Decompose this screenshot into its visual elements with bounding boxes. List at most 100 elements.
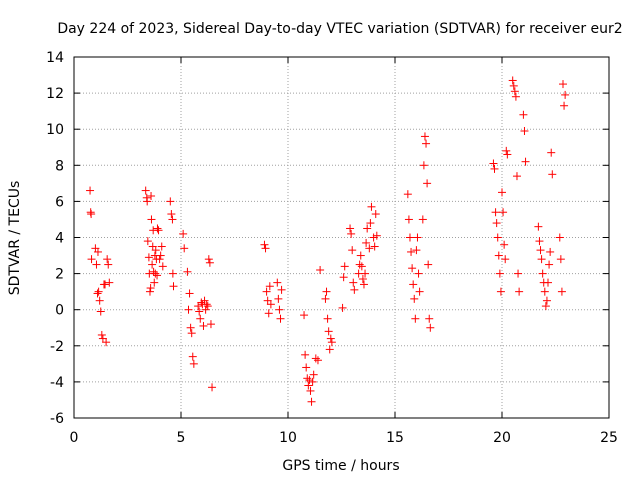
data-point: [305, 376, 314, 385]
data-point: [346, 224, 355, 233]
data-point: [97, 330, 106, 339]
data-point: [547, 148, 556, 157]
data-point: [359, 280, 368, 289]
data-point: [104, 260, 113, 269]
data-point: [424, 260, 433, 269]
data-point: [157, 242, 166, 251]
data-point: [425, 314, 434, 323]
data-point: [510, 87, 519, 96]
data-point: [183, 267, 192, 276]
data-point: [273, 278, 282, 287]
data-point: [503, 150, 512, 159]
data-point: [508, 76, 517, 85]
data-point: [340, 262, 349, 271]
data-point: [277, 285, 286, 294]
data-point: [311, 354, 320, 363]
data-point: [496, 287, 505, 296]
data-point: [184, 305, 193, 314]
data-point: [86, 186, 95, 195]
data-point: [102, 338, 111, 347]
data-point: [426, 323, 435, 332]
data-point: [405, 233, 414, 242]
data-point: [321, 294, 330, 303]
data-point: [95, 296, 104, 305]
data-point: [358, 275, 367, 284]
data-point: [180, 244, 189, 253]
data-point: [560, 101, 569, 110]
data-point: [147, 191, 156, 200]
data-point: [514, 269, 523, 278]
data-point: [347, 229, 356, 238]
data-point: [150, 278, 159, 287]
data-point: [365, 244, 374, 253]
data-point: [93, 247, 102, 256]
data-point: [200, 296, 209, 305]
data-point: [410, 294, 419, 303]
data-point: [325, 345, 334, 354]
data-point: [147, 215, 156, 224]
data-point: [141, 186, 150, 195]
data-point: [520, 127, 529, 136]
data-point: [403, 190, 412, 199]
data-point: [105, 278, 114, 287]
data-point: [521, 157, 530, 166]
data-point: [491, 208, 500, 217]
data-point: [367, 202, 376, 211]
data-point: [101, 280, 110, 289]
data-point: [412, 246, 421, 255]
x-axis: 0 5 10 15 20 25: [70, 57, 618, 446]
data-point: [195, 307, 204, 316]
data-point: [145, 287, 154, 296]
data-point: [197, 298, 206, 307]
data-point: [498, 188, 506, 197]
data-point: [534, 222, 543, 231]
data-point: [261, 244, 270, 253]
y-axis-label: SDTVAR / TECUs: [7, 181, 23, 296]
data-point: [151, 246, 160, 255]
data-point: [511, 92, 520, 101]
data-point: [370, 242, 379, 251]
x-tick-label: 10: [279, 430, 297, 446]
data-point: [316, 265, 325, 274]
data-point: [338, 303, 347, 312]
data-point: [153, 224, 162, 233]
data-point: [355, 260, 364, 269]
data-points: [86, 76, 570, 406]
data-point: [143, 197, 152, 206]
data-point: [509, 81, 518, 90]
data-point: [515, 287, 524, 296]
y-tick-label: -4: [50, 375, 64, 391]
data-point: [179, 229, 188, 238]
data-point: [92, 260, 101, 269]
data-point: [204, 255, 213, 264]
data-point: [418, 215, 427, 224]
data-point: [489, 159, 498, 168]
data-point: [423, 179, 432, 188]
y-tick-label: 14: [46, 50, 64, 66]
data-point: [313, 356, 322, 365]
data-point: [153, 271, 162, 280]
data-point: [327, 338, 336, 347]
data-point: [144, 253, 153, 262]
data-point: [501, 255, 510, 264]
data-point: [202, 300, 211, 309]
data-point: [492, 219, 501, 228]
data-point: [413, 233, 422, 242]
data-point: [206, 320, 215, 329]
y-tick-label: 0: [55, 303, 64, 319]
data-point: [194, 302, 203, 311]
data-point: [535, 237, 544, 246]
data-point: [557, 287, 566, 296]
data-point: [536, 246, 545, 255]
data-point: [407, 247, 416, 256]
data-point: [158, 262, 167, 271]
data-point: [306, 386, 315, 395]
data-point: [356, 251, 365, 260]
data-point: [493, 233, 502, 242]
x-axis-label: GPS time / hours: [282, 458, 399, 474]
chart-title: Day 224 of 2023, Sidereal Day-to-day VTE…: [57, 21, 622, 37]
y-tick-label: 8: [55, 158, 64, 174]
data-point: [156, 251, 165, 260]
data-point: [266, 300, 275, 309]
